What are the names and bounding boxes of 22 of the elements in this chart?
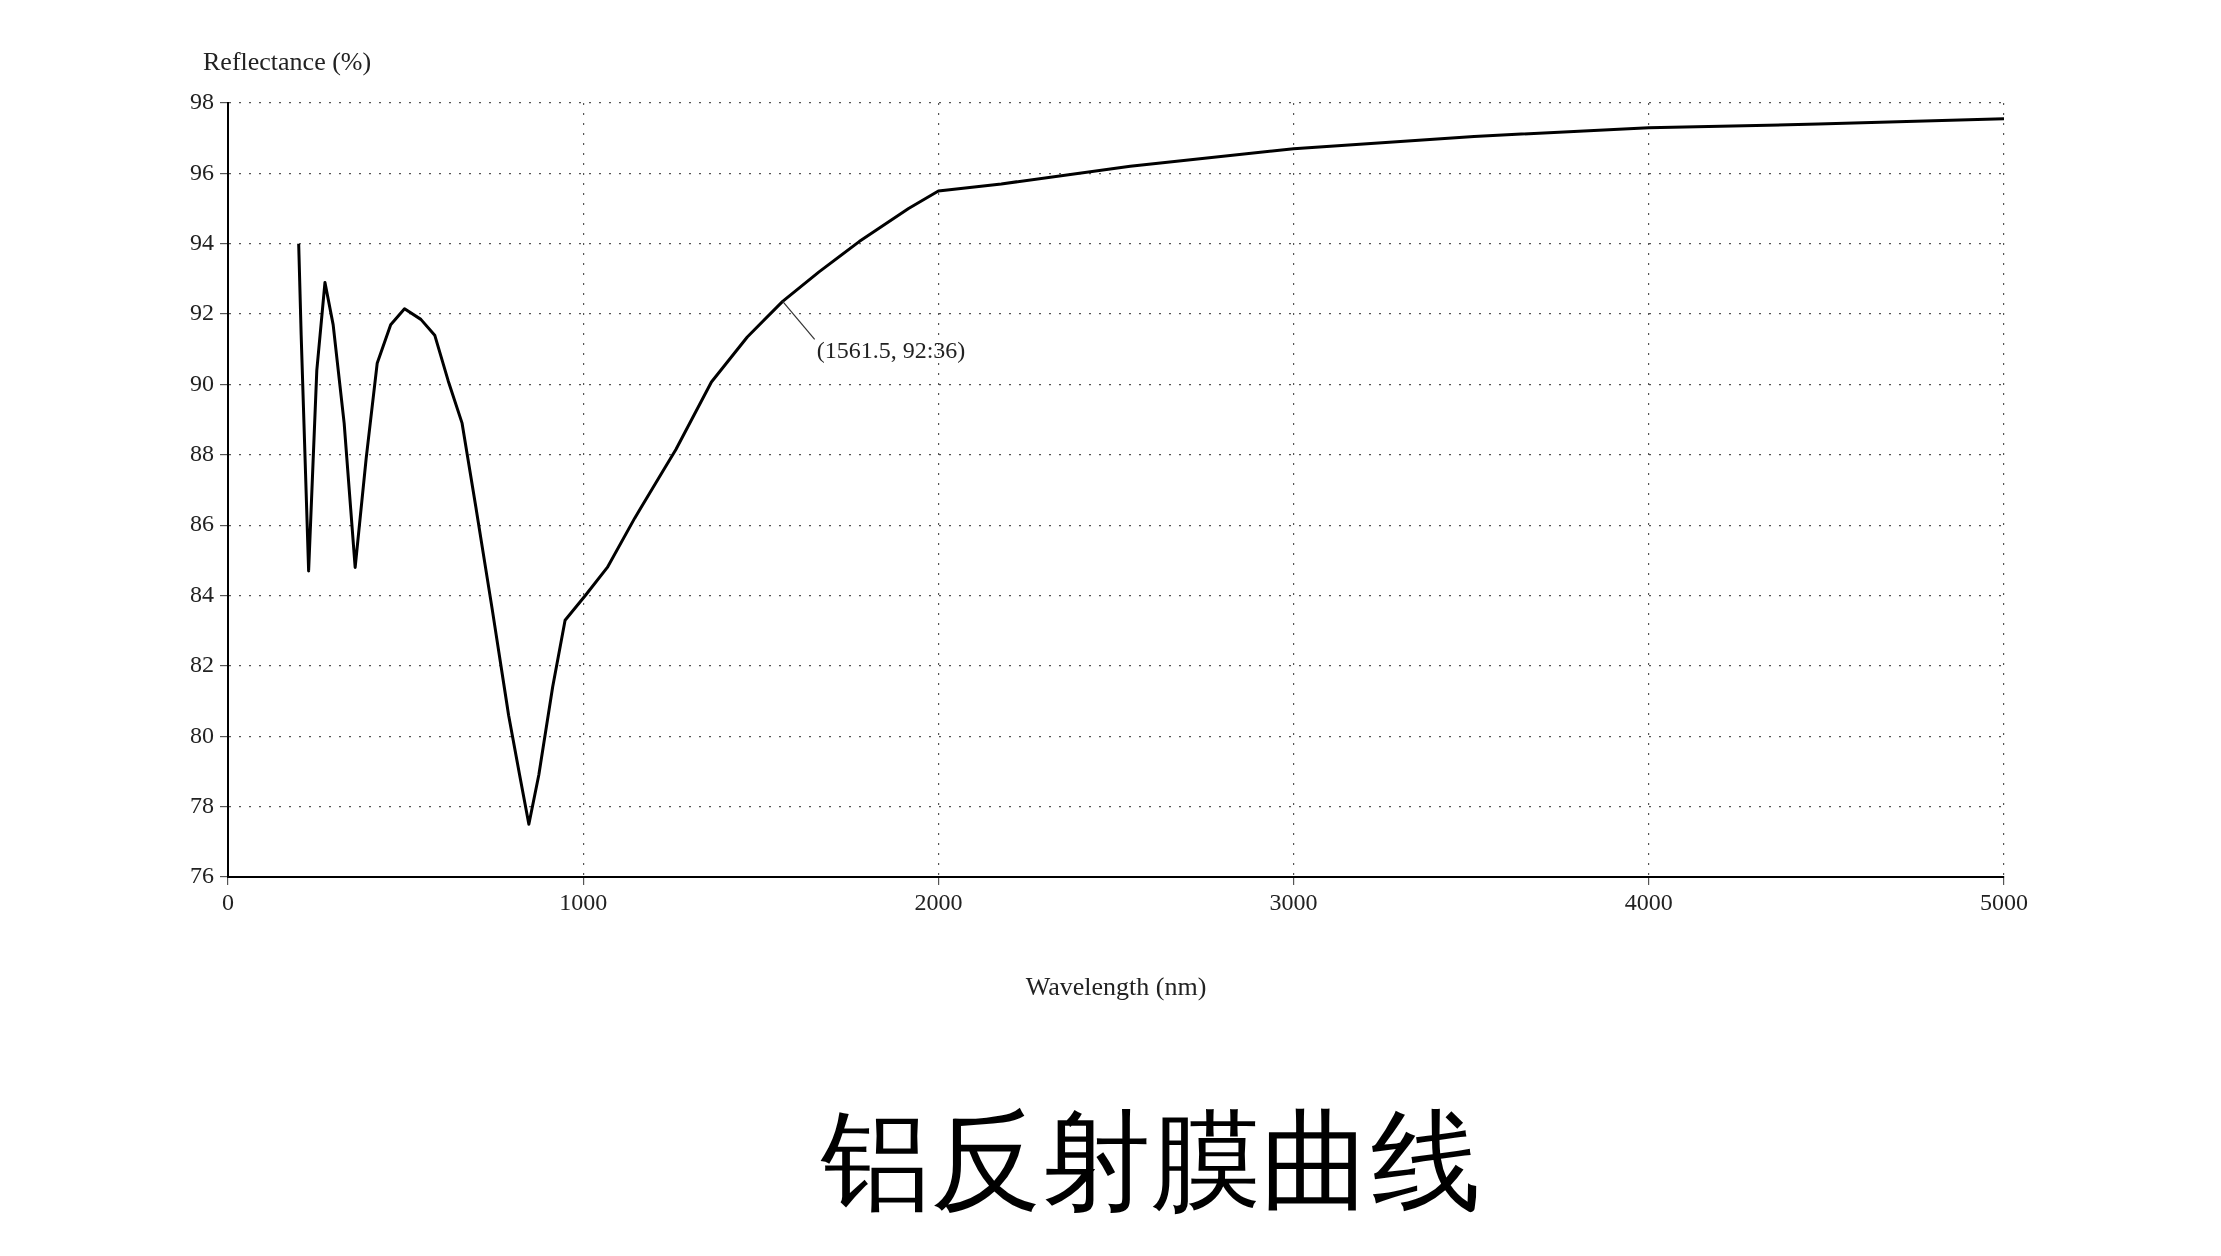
y-axis-title: Reflectance (%) xyxy=(203,46,372,76)
x-tick-label: 3000 xyxy=(1269,888,1318,915)
y-tick-label: 88 xyxy=(190,440,214,467)
y-tick-label: 90 xyxy=(190,369,214,396)
x-tick-label: 2000 xyxy=(914,888,963,915)
x-axis-title: Wavelength (nm) xyxy=(1025,972,1207,1002)
y-tick-label: 94 xyxy=(190,229,214,256)
y-tick-label: 92 xyxy=(190,299,214,326)
annotation: (1561.5, 92:36) xyxy=(816,336,966,363)
y-tick-label: 96 xyxy=(190,158,214,185)
y-tick-label: 82 xyxy=(190,651,214,678)
x-tick-label: 1000 xyxy=(559,888,608,915)
text: 铝反射膜曲线 xyxy=(819,1096,1482,1227)
x-tick-label: 5000 xyxy=(1980,888,2028,915)
y-tick-label: 78 xyxy=(190,791,214,818)
x-tick-label: 0 xyxy=(222,888,234,915)
y-tick-label: 80 xyxy=(190,721,214,748)
x-tick-label: 4000 xyxy=(1624,888,1673,915)
y-tick-label: 76 xyxy=(190,862,214,889)
y-tick-label: 86 xyxy=(190,510,214,537)
y-tick-label: 84 xyxy=(190,580,214,607)
y-tick-label: 98 xyxy=(190,88,214,115)
